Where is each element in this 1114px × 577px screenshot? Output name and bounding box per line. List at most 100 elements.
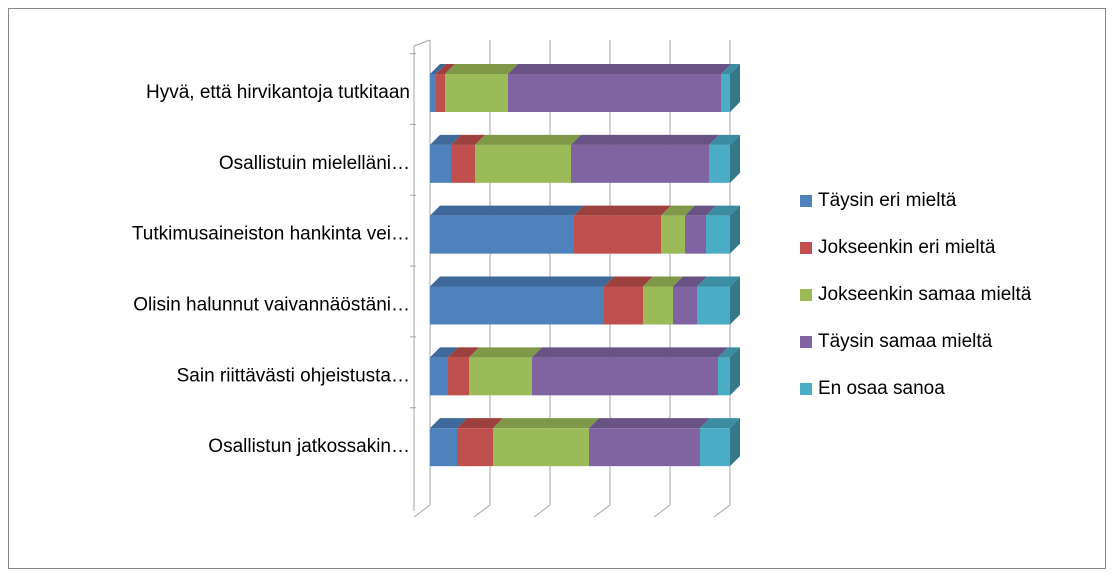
bar-top-shade bbox=[721, 64, 740, 74]
bar bbox=[718, 357, 730, 396]
bar-top bbox=[532, 347, 728, 358]
bar-top-shade bbox=[508, 64, 731, 74]
axis-wall bbox=[413, 39, 431, 47]
bar bbox=[643, 286, 673, 325]
legend-swatch bbox=[800, 383, 812, 395]
bar-top-shade bbox=[493, 418, 599, 429]
bar-top-shade bbox=[532, 347, 728, 358]
bar-top-shade bbox=[436, 64, 455, 74]
bar-top-shade bbox=[457, 418, 503, 429]
bar-top-shade bbox=[589, 418, 710, 429]
grid-line bbox=[413, 504, 431, 518]
bar-top bbox=[469, 347, 542, 358]
bar-top-shade bbox=[673, 276, 707, 287]
bar-side bbox=[730, 347, 740, 396]
bar bbox=[604, 286, 643, 325]
bar-top-shade bbox=[571, 134, 719, 145]
bar-top bbox=[661, 205, 695, 216]
bar-top bbox=[436, 64, 455, 74]
y-tick-label: Olisin halunnut vaivannäöstäni… bbox=[133, 295, 410, 316]
legend-label: Täysin eri mieltä bbox=[818, 190, 957, 211]
bar-top bbox=[700, 418, 740, 429]
bar-top-shade bbox=[700, 418, 740, 429]
bar-top bbox=[574, 205, 671, 216]
bar-top-shade bbox=[718, 347, 740, 358]
legend-label: Jokseenkin eri mieltä bbox=[818, 237, 996, 258]
legend-swatch bbox=[800, 336, 812, 348]
bar bbox=[430, 144, 451, 183]
grid-line bbox=[653, 504, 671, 518]
bar-side-shade bbox=[730, 134, 740, 183]
bar-top bbox=[718, 347, 740, 358]
bar bbox=[457, 428, 493, 467]
bar-side-shade bbox=[730, 276, 740, 325]
bar-side-shade bbox=[730, 205, 740, 254]
bar-top bbox=[493, 418, 599, 429]
legend-label: Jokseenkin samaa mieltä bbox=[818, 284, 1032, 305]
bar bbox=[661, 215, 685, 254]
bar-side-shade bbox=[730, 418, 740, 467]
bar-side-shade bbox=[730, 347, 740, 396]
y-tick-label: Sain riittävästi ohjeistusta… bbox=[177, 365, 410, 386]
bar bbox=[532, 357, 718, 396]
bar-top-shade bbox=[451, 134, 485, 145]
legend-swatch bbox=[800, 289, 812, 301]
bar-side bbox=[730, 418, 740, 467]
bar-top bbox=[706, 205, 740, 216]
bar-top-shade bbox=[430, 276, 614, 287]
bar-top-shade bbox=[475, 134, 581, 145]
bar bbox=[469, 357, 532, 396]
bar-top-shade bbox=[706, 205, 740, 216]
bar-top-shade bbox=[574, 205, 671, 216]
bar bbox=[430, 357, 448, 396]
bar bbox=[445, 74, 508, 112]
bar-top-shade bbox=[448, 347, 479, 358]
bar-side bbox=[730, 134, 740, 183]
bar-top-shade bbox=[709, 134, 740, 145]
bar-top-shade bbox=[469, 347, 542, 358]
bar-top bbox=[430, 347, 458, 358]
bar bbox=[673, 286, 697, 325]
bar-top-shade bbox=[685, 205, 716, 216]
y-tick-label: Tutkimusaineiston hankinta vei… bbox=[132, 224, 410, 245]
bar-top bbox=[604, 276, 653, 287]
bar-top-shade bbox=[430, 347, 458, 358]
bar-top-shade bbox=[430, 134, 461, 145]
bar-side bbox=[730, 64, 740, 112]
bar bbox=[508, 74, 721, 112]
y-tick-label: Osallistun jatkossakin… bbox=[208, 436, 410, 457]
bar-side bbox=[730, 276, 740, 325]
bar-side bbox=[730, 205, 740, 254]
bar bbox=[721, 74, 730, 112]
bar bbox=[706, 215, 730, 254]
bar bbox=[475, 144, 571, 183]
bar-top-shade bbox=[445, 64, 518, 74]
bar bbox=[709, 144, 730, 183]
bar bbox=[451, 144, 475, 183]
bar bbox=[430, 286, 604, 325]
bar-top bbox=[430, 134, 461, 145]
bar-top-shade bbox=[604, 276, 653, 287]
bar-top bbox=[685, 205, 716, 216]
bar-top-shade bbox=[661, 205, 695, 216]
bar-side-shade bbox=[730, 64, 740, 112]
bar-top-shade bbox=[430, 205, 584, 216]
bar bbox=[493, 428, 589, 467]
bar bbox=[697, 286, 730, 325]
bar-top bbox=[430, 418, 467, 429]
bar bbox=[430, 215, 574, 254]
bar bbox=[430, 428, 457, 467]
bar bbox=[589, 428, 700, 467]
bar-top bbox=[430, 276, 614, 287]
bar-top bbox=[697, 276, 740, 287]
bar bbox=[430, 74, 436, 112]
bar-top bbox=[457, 418, 503, 429]
bar-top bbox=[445, 64, 518, 74]
bar bbox=[436, 74, 445, 112]
grid-line bbox=[593, 504, 611, 518]
legend-swatch bbox=[800, 195, 812, 207]
legend-label: Täysin samaa mieltä bbox=[818, 331, 993, 352]
bar-top bbox=[571, 134, 719, 145]
legend-swatch bbox=[800, 242, 812, 254]
